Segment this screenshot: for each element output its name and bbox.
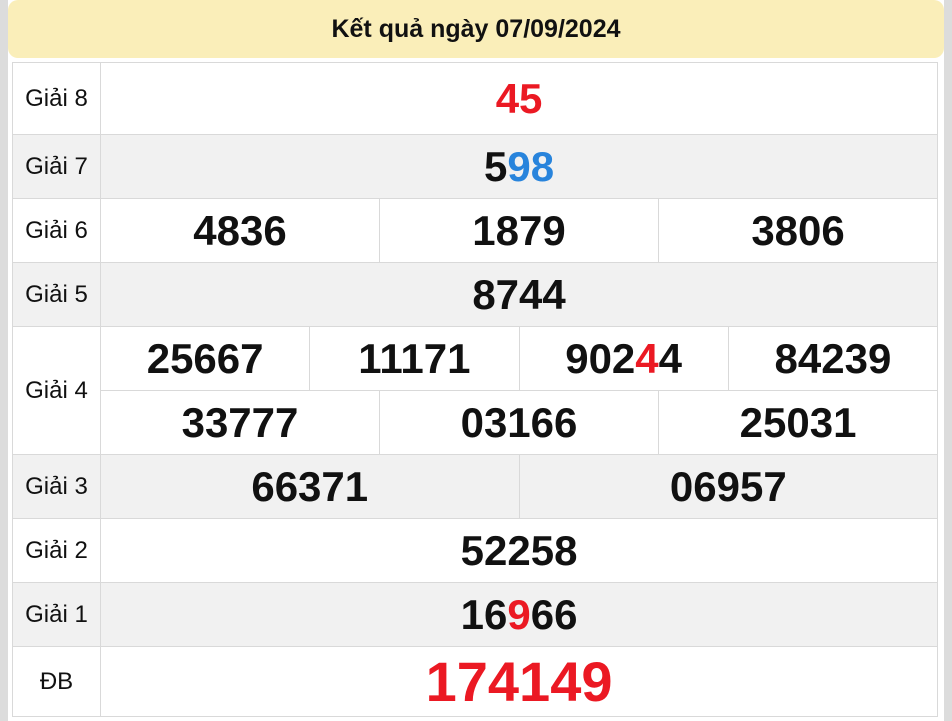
result-cell: 174149: [99, 646, 939, 717]
result-number-segment: 4: [635, 334, 659, 382]
result-cell: 11171: [309, 326, 520, 391]
result-number-segment: 25031: [739, 398, 857, 446]
prize-label: Giải 8: [12, 62, 101, 135]
result-cell: 90244: [518, 326, 729, 391]
result-number-segment: 25667: [146, 334, 264, 382]
result-number-segment: 902: [565, 334, 636, 382]
result-number-segment: 1879: [472, 206, 566, 254]
prize-label: Giải 4: [12, 326, 101, 455]
result-number-segment: 66: [530, 590, 578, 638]
result-row: ĐB 174149: [12, 646, 939, 717]
result-row: Giải 7 598: [12, 134, 939, 199]
prize-label: ĐB: [12, 646, 101, 717]
result-cell: 06957: [518, 454, 939, 519]
result-cell: 84239: [727, 326, 939, 391]
result-number-segment: 4: [658, 334, 683, 382]
result-row: Giải 3 66371 06957: [12, 454, 939, 519]
result-cell: 3806: [657, 198, 939, 263]
result-number-segment: 3806: [751, 206, 845, 254]
results-page: Kết quả ngày 07/09/2024 Giải 8 45 Giải 7 59…: [8, 0, 944, 721]
page-title: Kết quả ngày 07/09/2024: [8, 0, 944, 58]
result-number-segment: 33777: [181, 398, 299, 446]
result-cell: 8744: [99, 262, 939, 327]
result-number-segment: 4836: [193, 206, 287, 254]
result-cell: 598: [99, 134, 939, 199]
result-number-segment: 174149: [425, 649, 613, 713]
result-row: Giải 6 4836 1879 3806: [12, 198, 939, 263]
result-number-segment: 5: [484, 142, 508, 190]
prize-label: Giải 5: [12, 262, 101, 327]
result-cell: 16966: [99, 582, 939, 647]
result-cell: 33777: [100, 390, 380, 455]
results-body: Giải 8 45 Giải 7 598 Giải 6 4836 1879 3806 Giải …: [12, 62, 939, 717]
result-cell: 45: [99, 62, 939, 135]
result-number-segment: 9: [507, 590, 531, 638]
result-row: Giải 5 8744: [12, 262, 939, 327]
result-number-segment: 66371: [251, 462, 369, 510]
result-number-segment: 03166: [460, 398, 578, 446]
prize-label: Giải 6: [12, 198, 101, 263]
result-row: Giải 4 25667 11171 90244 84239: [12, 326, 939, 455]
result-number-segment: 84239: [774, 334, 892, 382]
result-row: Giải 1 16966: [12, 582, 939, 647]
result-row: 33777 03166 25031: [12, 390, 939, 455]
result-number-segment: 06957: [669, 462, 787, 510]
result-number-segment: 8744: [472, 270, 566, 318]
result-number-segment: 52258: [460, 526, 578, 574]
prize-label: Giải 7: [12, 134, 101, 199]
result-cell: 66371: [100, 454, 520, 519]
result-cell: 1879: [379, 198, 659, 263]
result-number-segment: 11171: [358, 334, 471, 382]
lottery-results-table: Giải 8 45 Giải 7 598 Giải 6 4836 1879 3806 Giải …: [12, 62, 939, 717]
result-number-segment: 16: [460, 590, 508, 638]
prize-label: Giải 2: [12, 518, 101, 583]
result-cell: 25667: [99, 326, 311, 391]
prize-label: Giải 1: [12, 582, 101, 647]
result-cell: 03166: [379, 390, 659, 455]
result-cell: 25031: [657, 390, 939, 455]
result-row: Giải 2 52258: [12, 518, 939, 583]
result-number-segment: 45: [495, 74, 543, 122]
result-cell: 52258: [99, 518, 939, 583]
result-number-segment: 98: [507, 142, 555, 190]
result-cell: 4836: [100, 198, 380, 263]
prize-label: Giải 3: [12, 454, 101, 519]
result-row: Giải 8 45: [12, 62, 939, 135]
